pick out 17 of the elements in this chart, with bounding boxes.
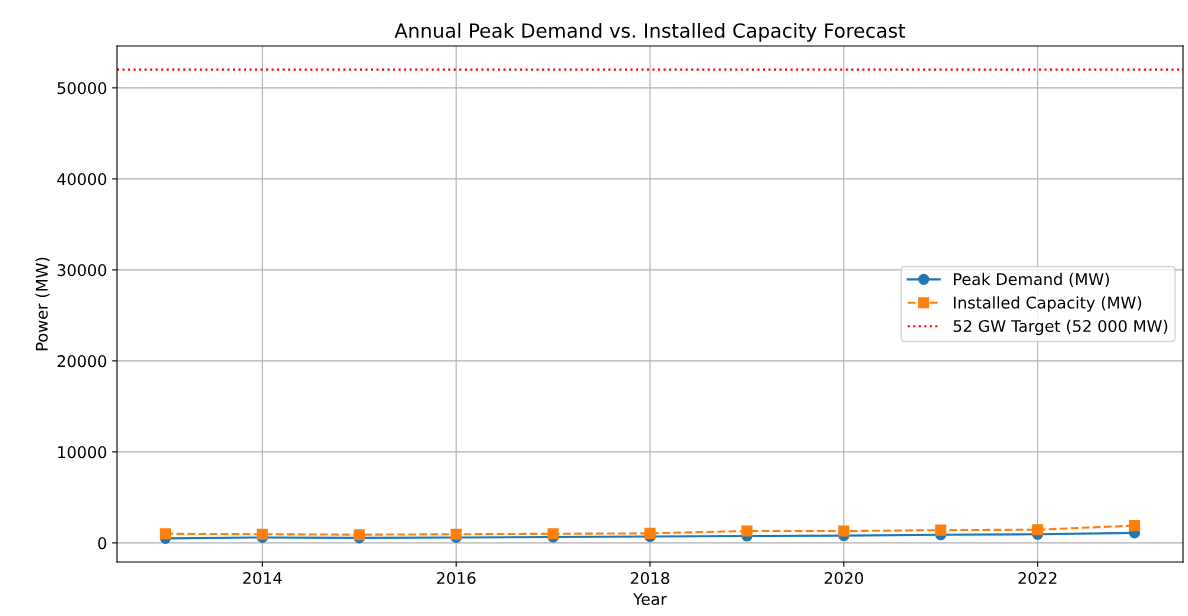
x-tick-label: 2014 [243, 572, 282, 585]
x-tick-label: 2022 [1018, 572, 1057, 585]
x-tick-label: 2016 [437, 572, 476, 585]
y-tick-label: 20000 [57, 355, 107, 368]
y-tick-label: 10000 [58, 446, 107, 459]
y-tick-label: 30000 [57, 264, 107, 277]
y-axis-title: Power (MW) [35, 257, 50, 351]
legend-label: 52 GW Target (52 000 MW) [953, 319, 1168, 336]
y-tick-label: 0 [98, 537, 107, 550]
x-axis-title: Year [633, 593, 667, 606]
legend-label: Installed Capacity (MW) [954, 296, 1142, 312]
y-tick-label: 50000 [57, 82, 107, 95]
x-tick-label: 2020 [824, 572, 864, 585]
chart-title: Annual Peak Demand vs. Installed Capacity Forecast [394, 22, 906, 42]
y-tick-label: 40000 [57, 173, 107, 186]
legend-label: Peak Demand (MW) [954, 272, 1109, 288]
x-tick-label: 2018 [630, 572, 670, 585]
